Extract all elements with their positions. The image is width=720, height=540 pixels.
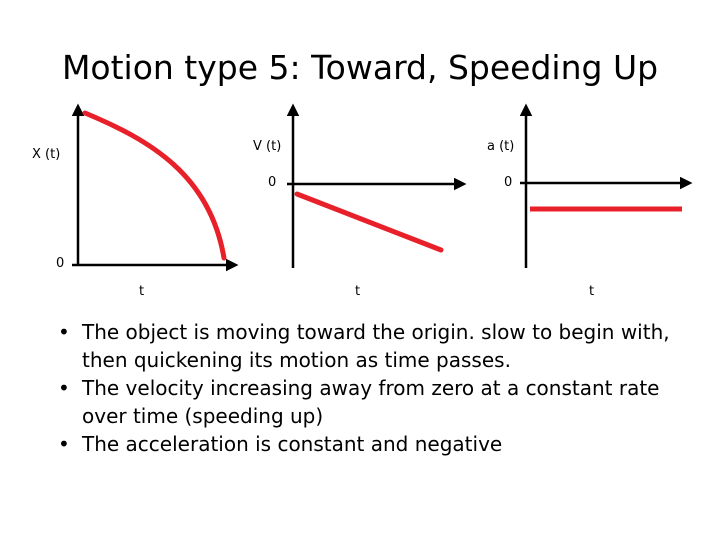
bullet-item: • The object is moving toward the origin…	[58, 318, 698, 374]
bullet-text: The object is moving toward the origin. …	[82, 320, 670, 372]
velocity-line	[294, 191, 444, 253]
bullet-text: The acceleration is constant and negativ…	[82, 432, 503, 456]
bullet-item: • The velocity increasing away from zero…	[58, 374, 698, 430]
velocity-zero-label: 0	[268, 175, 277, 190]
acceleration-y-label: a (t)	[487, 139, 515, 154]
position-origin-label: 0	[56, 256, 65, 271]
bullet-marker: •	[58, 376, 70, 400]
velocity-x-label: t	[355, 284, 361, 299]
acceleration-graph	[519, 103, 693, 268]
acceleration-zero-label: 0	[504, 175, 513, 190]
bullet-item: • The acceleration is constant and negat…	[58, 430, 698, 458]
velocity-y-label: V (t)	[253, 139, 282, 154]
bullet-text: The velocity increasing away from zero a…	[82, 376, 660, 428]
position-y-label: X (t)	[32, 147, 61, 162]
bullet-marker: •	[58, 320, 70, 344]
position-curve	[82, 110, 227, 261]
slide-title: Motion type 5: Toward, Speeding Up	[61, 48, 659, 87]
bullet-list: • The object is moving toward the origin…	[58, 318, 698, 458]
velocity-graph	[286, 103, 467, 268]
position-x-label: t	[139, 284, 145, 299]
position-graph	[71, 103, 239, 272]
bullet-marker: •	[58, 432, 70, 456]
acceleration-x-label: t	[589, 284, 595, 299]
